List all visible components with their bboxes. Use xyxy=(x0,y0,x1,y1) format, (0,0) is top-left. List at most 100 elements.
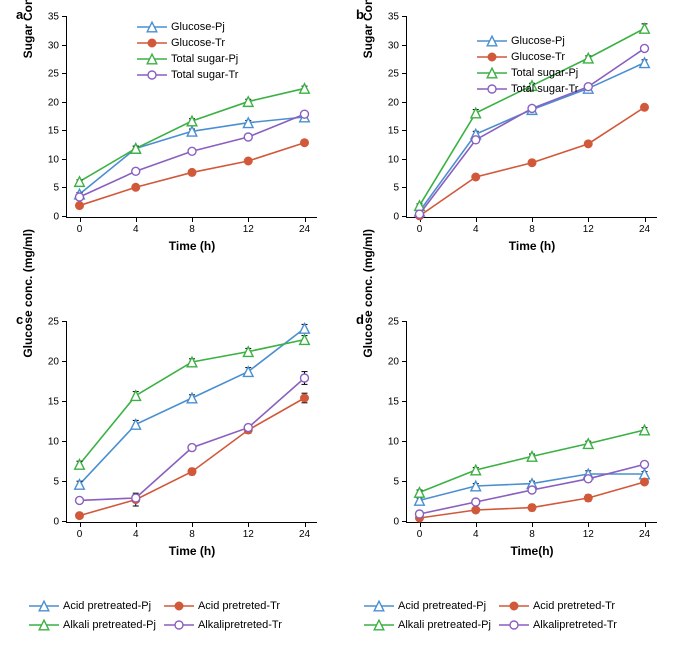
x-tick xyxy=(248,217,249,222)
x-tick-label: 12 xyxy=(243,224,254,235)
legend-label: Alkali pretreated-Pj xyxy=(398,619,491,631)
y-tick-label: 15 xyxy=(48,126,67,137)
x-tick-label: 24 xyxy=(639,224,650,235)
bottom-legend-left: Acid pretreated-Pj Alkali pretreated-Pj Ac… xyxy=(25,598,286,633)
x-tick-label: 24 xyxy=(639,529,650,540)
y-tick-label: 5 xyxy=(393,183,407,194)
legend: Glucose-PjGlucose-Tr Total sugar-Pj Total … xyxy=(477,33,578,97)
plot-area: 048122405101520253035Time (h)Sugar Conc.… xyxy=(66,17,317,218)
y-tick-label: 30 xyxy=(388,40,407,51)
x-axis-title: Time (h) xyxy=(169,239,215,253)
y-tick-label: 30 xyxy=(48,40,67,51)
x-tick xyxy=(248,522,249,527)
legend-label: Total sugar-Pj xyxy=(171,53,238,65)
y-tick-label: 25 xyxy=(388,69,407,80)
x-tick xyxy=(476,522,477,527)
x-tick-label: 12 xyxy=(583,224,594,235)
legend-label: Alkalipretreted-Tr xyxy=(533,619,617,631)
legend-item: Acid pretreated-Pj xyxy=(364,598,491,614)
panel-c: c04812240510152025Time (h)Glucose conc. … xyxy=(10,310,330,580)
x-axis-title: Time (h) xyxy=(169,544,215,558)
x-tick-label: 8 xyxy=(529,529,535,540)
x-tick-label: 12 xyxy=(583,529,594,540)
x-tick xyxy=(305,217,306,222)
panel-d: d04812240510152025Time(h)Glucose conc. (… xyxy=(350,310,670,580)
legend-item: Glucose-Pj xyxy=(137,19,238,35)
x-tick-label: 0 xyxy=(77,529,83,540)
x-tick xyxy=(136,217,137,222)
y-tick-label: 0 xyxy=(53,212,67,223)
y-tick-label: 25 xyxy=(48,69,67,80)
plot-area: 04812240510152025Time(h)Glucose conc. (m… xyxy=(406,322,657,523)
y-axis-title: Sugar Conc. (mg/ml) xyxy=(361,0,375,58)
y-tick-label: 0 xyxy=(393,212,407,223)
x-tick-label: 8 xyxy=(529,224,535,235)
legend-label: Acid pretreted-Tr xyxy=(533,600,615,612)
x-axis-title: Time(h) xyxy=(510,544,553,558)
y-tick-label: 5 xyxy=(393,477,407,488)
x-tick-label: 24 xyxy=(299,224,310,235)
x-tick xyxy=(588,522,589,527)
legend-label: Alkalipretreted-Tr xyxy=(198,619,282,631)
legend-item: Alkali pretreated-Pj xyxy=(29,617,156,633)
legend-label: Acid pretreted-Tr xyxy=(198,600,280,612)
x-tick xyxy=(476,217,477,222)
x-tick xyxy=(645,217,646,222)
x-tick xyxy=(305,522,306,527)
x-tick xyxy=(645,522,646,527)
y-axis-title: Glucose conc. (mg/ml) xyxy=(21,229,35,358)
y-tick-label: 5 xyxy=(53,477,67,488)
x-tick-label: 4 xyxy=(473,224,479,235)
x-tick-label: 0 xyxy=(77,224,83,235)
y-axis-title: Glucose conc. (mg/ml) xyxy=(361,229,375,358)
legend-item: Total sugar-Tr xyxy=(477,81,578,97)
legend-label: Acid pretreated-Pj xyxy=(63,600,151,612)
legend-item: Alkali pretreated-Pj xyxy=(364,617,491,633)
legend-item: Acid pretreated-Pj xyxy=(29,598,156,614)
x-tick-label: 8 xyxy=(189,224,195,235)
legend-label: Total sugar-Tr xyxy=(511,83,578,95)
y-tick-label: 35 xyxy=(48,12,67,23)
y-tick-label: 25 xyxy=(48,317,67,328)
x-tick xyxy=(80,217,81,222)
y-tick-label: 25 xyxy=(388,317,407,328)
legend-label: Glucose-Pj xyxy=(171,21,225,33)
legend-item: Total sugar-Pj xyxy=(137,51,238,67)
x-tick xyxy=(532,522,533,527)
legend-item: Alkalipretreted-Tr xyxy=(164,617,282,633)
x-tick xyxy=(192,522,193,527)
panel-a: a048122405101520253035Time (h)Sugar Conc… xyxy=(10,5,330,275)
legend-label: Total sugar-Tr xyxy=(171,69,238,81)
x-tick xyxy=(420,522,421,527)
x-tick-label: 4 xyxy=(133,224,139,235)
legend-item: Glucose-Tr xyxy=(477,49,578,65)
legend-item: Glucose-Pj xyxy=(477,33,578,49)
x-tick xyxy=(136,522,137,527)
y-tick-label: 20 xyxy=(388,357,407,368)
y-axis-title: Sugar Conc. (mg/ml) xyxy=(21,0,35,58)
y-tick-label: 10 xyxy=(388,154,407,165)
x-tick-label: 8 xyxy=(189,529,195,540)
x-tick-label: 0 xyxy=(417,529,423,540)
plot-area: 048122405101520253035Time (h)Sugar Conc.… xyxy=(406,17,657,218)
y-tick-label: 0 xyxy=(393,517,407,528)
x-tick-label: 4 xyxy=(133,529,139,540)
bottom-legend-right: Acid pretreated-Pj Alkali pretreated-Pj Ac… xyxy=(360,598,621,633)
y-tick-label: 0 xyxy=(53,517,67,528)
legend-label: Total sugar-Pj xyxy=(511,67,578,79)
plot-area: 04812240510152025Time (h)Glucose conc. (… xyxy=(66,322,317,523)
legend-item: Acid pretreted-Tr xyxy=(499,598,617,614)
y-tick-label: 15 xyxy=(388,126,407,137)
y-tick-label: 10 xyxy=(48,437,67,448)
y-tick-label: 10 xyxy=(48,154,67,165)
x-tick-label: 12 xyxy=(243,529,254,540)
y-tick-label: 35 xyxy=(388,12,407,23)
legend-item: Total sugar-Tr xyxy=(137,67,238,83)
y-tick-label: 20 xyxy=(48,357,67,368)
x-tick-label: 4 xyxy=(473,529,479,540)
y-tick-label: 20 xyxy=(48,97,67,108)
x-tick-label: 24 xyxy=(299,529,310,540)
y-tick-label: 10 xyxy=(388,437,407,448)
x-tick-label: 0 xyxy=(417,224,423,235)
legend-item: Acid pretreted-Tr xyxy=(164,598,282,614)
